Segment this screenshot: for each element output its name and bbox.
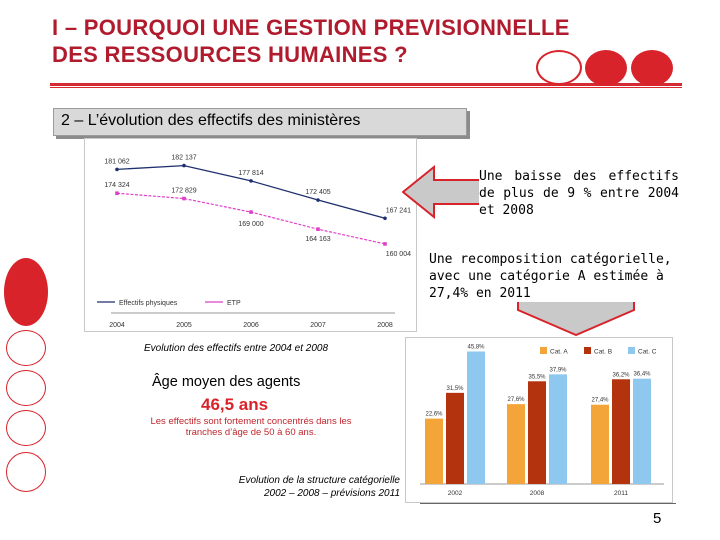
x-tick-label: 2004 (109, 322, 125, 329)
bar-value-label: 31,5% (446, 386, 464, 392)
bar (612, 379, 630, 484)
legend-label: Effectifs physiques (119, 300, 178, 307)
page-number: 5 (653, 510, 662, 527)
data-point (383, 216, 387, 221)
bar (446, 392, 464, 484)
data-label: 167 241 (386, 207, 411, 214)
title-divider (50, 83, 682, 86)
data-label: 181 062 (104, 158, 129, 165)
callout-recomposition-text: Une recomposition catégorielle, avec une… (429, 252, 672, 301)
data-point (115, 191, 119, 196)
bar-value-label: 45,8% (467, 344, 485, 350)
callout-baisse-text: Une baisse des effectifs de plus de 9 % … (479, 169, 679, 218)
categories-caption-line-1: Evolution de la structure catégorielle (238, 475, 400, 486)
side-circle-decoration (6, 410, 46, 446)
data-point (383, 242, 387, 246)
bar (549, 374, 567, 484)
bar-value-label: 22,6% (425, 412, 443, 418)
categories-caption-line-2: 2002 – 2008 – prévisions 2011 (263, 488, 400, 499)
data-label: 177 814 (238, 170, 263, 177)
slide-title-line-2: DES RESSOURCES HUMAINES ? (52, 42, 408, 67)
bar-value-label: 27,4% (591, 398, 609, 404)
legend-label: Cat. B (594, 349, 612, 356)
bar-value-label: 36,2% (612, 372, 630, 378)
data-label: 169 000 (238, 221, 263, 228)
legend-swatch (540, 347, 547, 354)
bar-value-label: 37,9% (549, 367, 567, 373)
legend-swatch (584, 347, 591, 354)
side-circle-decoration (6, 370, 46, 406)
data-label: 172 405 (305, 189, 330, 196)
side-circle-decoration (6, 452, 46, 492)
data-label: 172 829 (171, 188, 196, 195)
x-tick-label: 2002 (448, 490, 463, 497)
data-label: 182 137 (171, 155, 196, 162)
effectifs-line-chart-frame: 2004 2005 2006 2007 2008 181 062 182 137 177 81… (84, 138, 417, 332)
side-circle-decoration (6, 330, 46, 366)
data-label: 160 004 (386, 251, 411, 258)
section-header-box (53, 108, 467, 136)
categories-bar-chart-frame: 22,6% 31,5% 45,8% 2002 27,6% 35,5% 37,9% 2008 27… (405, 337, 673, 503)
section-header: 2 – L’évolution des effectifs des minist… (61, 112, 361, 129)
filled-circle-decoration (585, 50, 627, 86)
footer-divider (420, 503, 676, 504)
x-tick-label: 2008 (377, 322, 393, 329)
age-moyen-title: Âge moyen des agents (152, 374, 301, 390)
bar-value-label: 35,5% (528, 374, 546, 380)
legend-swatch (628, 347, 635, 354)
bar (507, 404, 525, 484)
x-tick-label: 2011 (614, 490, 628, 497)
series-line (116, 192, 386, 245)
data-point (182, 196, 186, 201)
effectifs-line-chart: 2004 2005 2006 2007 2008 181 062 182 137 177 81… (97, 155, 411, 329)
data-point (316, 227, 320, 231)
bar (633, 378, 651, 484)
age-moyen-value: 46,5 ans (201, 395, 269, 414)
callout-recomposition: Une recomposition catégorielle, avec une… (429, 251, 679, 302)
title-divider-thin (50, 87, 682, 88)
x-tick-label: 2008 (530, 490, 545, 497)
categories-bar-chart: 22,6% 31,5% 45,8% 2002 27,6% 35,5%37,9% 2008 27… (420, 344, 664, 497)
legend-label: Cat. C (638, 349, 657, 356)
bar (425, 418, 443, 484)
categories-chart-caption: Evolution de la structure catégorielle 2… (210, 474, 400, 500)
data-point (249, 179, 253, 183)
bar-value-label: 27,6% (507, 397, 525, 403)
bar (528, 381, 546, 484)
bar (467, 351, 485, 484)
legend-label: Cat. A (550, 349, 568, 356)
data-label: 164 163 (305, 236, 330, 243)
bar (591, 404, 609, 484)
age-distribution-note: Les effectifs sont fortement concentrés … (150, 416, 352, 438)
down-arrow-icon (517, 300, 635, 336)
data-point (249, 210, 253, 214)
data-point (182, 163, 186, 168)
x-tick-label: 2007 (310, 322, 326, 329)
legend-label: ETP (227, 300, 241, 307)
data-point (115, 167, 119, 172)
data-label: 174 324 (104, 182, 129, 189)
left-arrow-icon (402, 165, 482, 219)
side-circle-decoration (4, 258, 48, 326)
bar-value-label: 36,4% (633, 372, 651, 378)
effectifs-chart-caption: Evolution des effectifs entre 2004 et 20… (144, 343, 329, 354)
slide-title: I – POURQUOI UNE GESTION PREVISIONNELLE … (52, 14, 692, 68)
slide-title-line-1: I – POURQUOI UNE GESTION PREVISIONNELLE (52, 15, 570, 40)
x-tick-label: 2005 (176, 322, 192, 329)
outline-circle-decoration (536, 50, 582, 85)
filled-circle-decoration (631, 50, 673, 86)
data-point (316, 198, 320, 202)
callout-baisse-effectifs: Une baisse des effectifs de plus de 9 % … (479, 168, 679, 219)
x-tick-label: 2006 (243, 322, 259, 329)
